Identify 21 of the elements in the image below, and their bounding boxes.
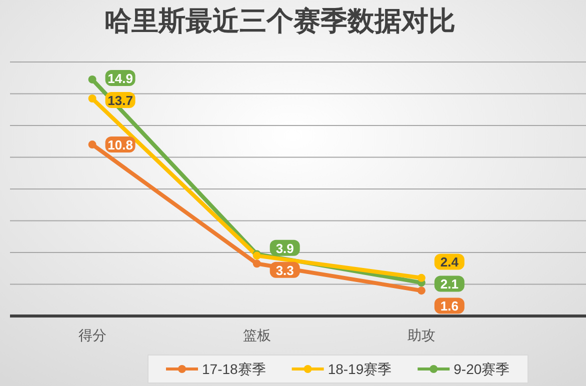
x-tick-label: 助攻	[407, 327, 436, 343]
chart-title: 哈里斯最近三个赛季数据对比	[104, 6, 456, 36]
data-label: 14.9	[108, 70, 133, 86]
data-label: 3.3	[276, 262, 294, 278]
data-label: 2.4	[440, 254, 460, 270]
x-tick-label: 得分	[78, 327, 106, 343]
point	[417, 274, 426, 282]
legend-label: 17-18赛季	[202, 361, 266, 377]
data-label: 10.8	[108, 138, 133, 153]
point	[88, 140, 96, 149]
legend-label: 18-19赛季	[328, 361, 392, 377]
legend-label: 9-20赛季	[454, 361, 510, 377]
data-label: 1.6	[440, 298, 458, 314]
data-label: 13.7	[108, 92, 133, 108]
data-label: 2.1	[440, 276, 458, 292]
point	[88, 75, 96, 84]
data-label: 3.9	[276, 240, 294, 256]
x-tick-label: 篮板	[242, 327, 271, 343]
point	[88, 94, 96, 103]
point	[417, 286, 426, 295]
point	[252, 260, 261, 268]
